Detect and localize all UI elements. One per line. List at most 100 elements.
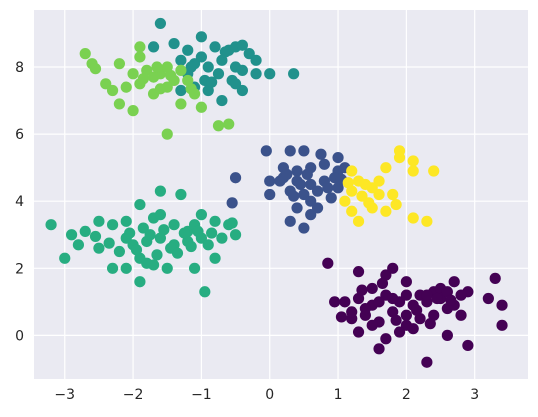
data-point (192, 225, 204, 237)
data-point (250, 68, 262, 80)
data-point (455, 289, 467, 301)
data-point (339, 195, 351, 207)
data-point (322, 257, 334, 269)
data-point (147, 41, 160, 53)
data-point (346, 185, 358, 197)
data-point (311, 202, 324, 214)
data-point (387, 262, 399, 274)
data-point (284, 215, 296, 227)
data-point (144, 229, 156, 241)
data-point (380, 269, 392, 281)
data-point (175, 188, 187, 201)
data-point (428, 165, 440, 177)
data-point (407, 155, 419, 167)
data-point (366, 319, 378, 331)
y-tick-labels: 0 2 4 6 8 (15, 60, 24, 344)
data-point (158, 224, 170, 236)
data-point (72, 239, 85, 251)
data-point (301, 168, 313, 180)
data-point (332, 152, 344, 164)
x-tick-label: −3 (54, 387, 75, 403)
data-point (335, 311, 348, 323)
data-point (185, 61, 197, 73)
data-point (120, 262, 132, 274)
data-point (202, 84, 214, 97)
data-point (195, 51, 207, 63)
data-point (79, 48, 91, 60)
data-point (346, 205, 358, 217)
data-point (352, 266, 365, 278)
data-point (441, 329, 453, 341)
data-point (195, 101, 207, 113)
data-point (127, 105, 139, 117)
data-point (421, 289, 433, 301)
data-point (236, 39, 248, 51)
data-point (264, 175, 276, 187)
data-point (250, 54, 262, 66)
data-point (195, 31, 207, 43)
x-tick-label: 1 (334, 387, 343, 403)
data-point (134, 51, 146, 63)
data-point (424, 318, 436, 330)
data-point (229, 172, 242, 184)
data-point (329, 296, 341, 308)
data-point (106, 84, 119, 97)
data-point (127, 68, 139, 80)
data-point (373, 296, 385, 308)
data-point (288, 190, 300, 202)
data-point (106, 219, 119, 231)
data-point (103, 237, 115, 249)
cluster-series-4 (79, 41, 235, 140)
data-point (93, 215, 105, 227)
data-point (373, 343, 385, 355)
data-point (311, 185, 324, 197)
data-point (455, 309, 467, 321)
data-point (65, 229, 78, 241)
data-point (298, 188, 310, 201)
data-point (325, 192, 337, 204)
data-point (93, 242, 105, 254)
data-point (462, 339, 474, 352)
data-point (195, 209, 207, 221)
data-point (352, 326, 365, 338)
data-point (400, 276, 412, 288)
data-point (431, 292, 443, 305)
data-point (202, 239, 214, 251)
data-point (154, 232, 167, 244)
data-point (260, 145, 272, 157)
data-point (411, 304, 423, 316)
data-point (106, 262, 119, 274)
data-point (185, 240, 197, 253)
data-point (373, 175, 385, 187)
data-point (387, 292, 399, 305)
data-point (209, 215, 221, 227)
cluster-series-3 (45, 185, 242, 298)
y-tick-label: 2 (15, 261, 24, 277)
data-point (342, 177, 354, 189)
data-point (151, 249, 163, 261)
data-point (284, 145, 296, 157)
data-point (407, 323, 419, 335)
data-point (407, 212, 419, 224)
data-point (226, 217, 238, 229)
data-point (216, 54, 228, 66)
data-point (428, 309, 440, 321)
data-point (400, 289, 412, 301)
data-point (298, 145, 310, 157)
data-point (356, 190, 368, 202)
data-point (141, 64, 153, 76)
data-point (387, 306, 399, 318)
data-point (243, 48, 255, 60)
data-point (168, 219, 180, 231)
data-point (202, 61, 214, 73)
data-point (216, 94, 228, 107)
data-point (236, 84, 248, 97)
data-point (366, 182, 378, 194)
data-point (281, 168, 293, 180)
data-point (137, 73, 149, 85)
data-point (390, 314, 402, 326)
data-point (359, 302, 371, 315)
data-point (199, 286, 211, 298)
